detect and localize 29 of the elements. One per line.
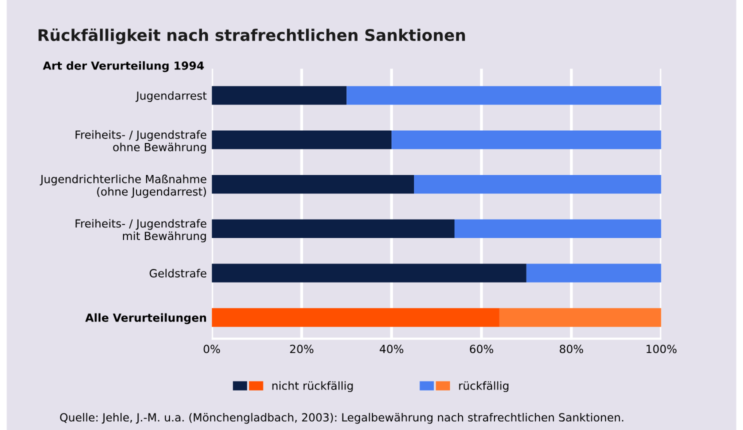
y-tick-label: Geldstrafe [150,268,206,278]
x-tick-label: 60% [470,344,494,354]
bar [212,130,392,150]
bar [346,86,662,105]
x-tick-label: 0% [204,344,220,354]
bar [454,219,662,238]
bar [212,308,500,327]
x-tick-label: 100% [646,344,677,354]
legend-label: nicht rückfällig [272,381,353,392]
x-tick-label: 80% [560,344,584,354]
bar [392,130,662,150]
x-tick-label: 20% [290,344,314,354]
bar [212,174,414,194]
bar [526,264,662,282]
y-tick-label: Alle Verurteilungen [85,313,206,324]
x-tick-label: 40% [380,344,404,354]
bar [499,308,662,327]
source-note: Quelle: Jehle, J.-M. u.a. (Mönchengladbach, 2003): Legalbewährung nach strafrechtlichen Sanktionen. [60,412,624,424]
y-axis-title: Art der Verurteilung 1994 [42,61,204,72]
legend-label: rückfällig [459,381,508,392]
y-tick-label: Freiheits- / Jugendstrafe ohne Bewährung [76,130,206,154]
y-tick-label: Jugendarrest [136,91,207,102]
y-tick-label: Jugendrichterliche Maßnahme (ohne Jugendarrest) [40,174,206,198]
bar [212,219,454,238]
chart-title: Rückfälligkeit nach strafrechtlichen Sanktionen [38,28,465,44]
bar [212,86,347,105]
bar [414,174,662,194]
bar [212,264,526,282]
y-tick-label: Freiheits- / Jugendstrafe mit Bewährung [76,219,206,242]
